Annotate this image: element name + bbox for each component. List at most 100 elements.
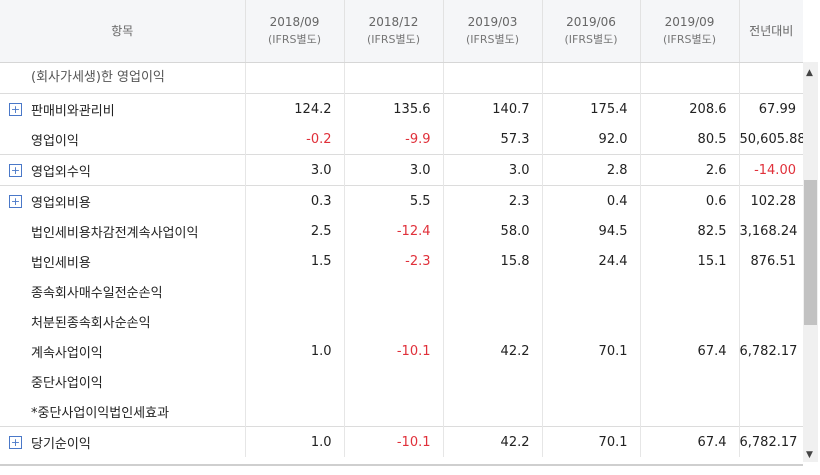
period-value-cell: 70.1 xyxy=(542,426,641,457)
row-label: 판매비와관리비 xyxy=(31,103,115,119)
period-value-cell xyxy=(245,306,345,336)
period-basis: (IFRS별도) xyxy=(564,33,618,46)
period-value-cell: 2.8 xyxy=(542,154,641,186)
table-row: 처분된종속회사순손익 xyxy=(0,306,803,336)
row-label: 영업이익 xyxy=(31,133,79,149)
period-value-cell xyxy=(640,366,740,396)
row-label: 처분된종속회사순손익 xyxy=(31,315,151,331)
partial-row-label: (회사가세생)한 영업이익 xyxy=(31,70,165,85)
row-label: 계속사업이익 xyxy=(31,345,103,361)
period-value-cell xyxy=(443,276,543,306)
period-basis: (IFRS별도) xyxy=(267,33,322,46)
period-value-cell: 42.2 xyxy=(443,426,543,457)
yoy-value-cell xyxy=(739,396,803,427)
period-value-cell xyxy=(542,306,641,336)
yoy-value-cell: 6,782.17 xyxy=(739,426,803,457)
table-row[interactable]: + 영업외비용 0.3 5.5 2.3 0.4 0.6 102.28 xyxy=(0,185,803,216)
table-row[interactable]: + 영업외수익 3.0 3.0 3.0 2.8 2.6 -14.00 xyxy=(0,154,803,186)
table-row: 법인세비용 1.5 -2.3 15.8 24.4 15.1 876.51 xyxy=(0,246,803,276)
period-value-cell xyxy=(344,306,444,336)
period-value-cell: 2.3 xyxy=(443,185,543,216)
table-header-row: 항목 2018/09 (IFRS별도) 2018/12 (IFRS별도) 2019/… xyxy=(0,0,803,63)
period-value-cell: 0.6 xyxy=(640,185,740,216)
scroll-up-icon[interactable]: ▲ xyxy=(806,68,813,78)
table-row[interactable]: + 당기순이익 1.0 -10.1 42.2 70.1 67.4 6,782.17 xyxy=(0,426,803,457)
header-period: 2019/09 (IFRS별도) xyxy=(640,0,740,63)
period-value-cell: -0.2 xyxy=(245,124,345,155)
yoy-value-cell: 102.28 xyxy=(739,185,803,216)
period-value-cell: 135.6 xyxy=(344,93,444,124)
header-yoy: 전년대비 xyxy=(739,0,803,63)
period-value-cell: 24.4 xyxy=(542,246,641,276)
row-label: 종속회사매수일전순손익 xyxy=(31,285,163,301)
period-value-cell: 67.4 xyxy=(640,336,740,366)
period-value-cell: 3.0 xyxy=(245,154,345,186)
period-value-cell: 42.2 xyxy=(443,336,543,366)
header-period: 2018/12 (IFRS별도) xyxy=(344,0,444,63)
period-value-cell: 58.0 xyxy=(443,216,543,246)
period-value-cell xyxy=(245,396,345,427)
expand-plus-icon[interactable]: + xyxy=(9,194,22,208)
row-label: 법인세비용 xyxy=(31,255,91,271)
period-value-cell: 3.0 xyxy=(443,154,543,186)
period-value-cell: 2.5 xyxy=(245,216,345,246)
period-value-cell: 3.0 xyxy=(344,154,444,186)
vertical-scrollbar[interactable]: ▲ ▼ xyxy=(803,62,818,462)
header-item: 항목 xyxy=(0,0,246,63)
expand-plus-icon[interactable]: + xyxy=(9,102,22,116)
period-value-cell: 140.7 xyxy=(443,93,543,124)
period-value-cell: 94.5 xyxy=(542,216,641,246)
table-row: 영업이익 -0.2 -9.9 57.3 92.0 80.5 50,605.88 xyxy=(0,124,806,155)
period-value-cell: 0.3 xyxy=(245,185,345,216)
table-row: *중단사업이익법인세효과 xyxy=(0,396,803,427)
period-basis: (IFRS별도) xyxy=(465,33,520,46)
period-value-cell: 2.6 xyxy=(640,154,740,186)
row-label: 영업외비용 xyxy=(31,195,91,211)
period-value-cell: -2.3 xyxy=(344,246,444,276)
period-value-cell: 80.5 xyxy=(640,124,740,155)
row-label: 영업외수익 xyxy=(31,164,91,180)
table-row: 중단사업이익 xyxy=(0,366,803,396)
row-label: 당기순이익 xyxy=(31,436,91,452)
period-value-cell: -10.1 xyxy=(344,336,444,366)
period-basis: (IFRS별도) xyxy=(662,33,717,46)
period-value-cell xyxy=(640,306,740,336)
period-date: 2019/06 xyxy=(566,15,616,29)
period-date: 2018/12 xyxy=(368,15,419,29)
period-date: 2018/09 xyxy=(269,15,320,29)
period-value-cell: 1.5 xyxy=(245,246,345,276)
expand-plus-icon[interactable]: + xyxy=(9,435,22,449)
period-value-cell xyxy=(542,366,641,396)
period-value-cell: -9.9 xyxy=(344,124,444,155)
period-value-cell xyxy=(245,366,345,396)
table-bottom-border xyxy=(0,464,803,466)
period-value-cell xyxy=(542,276,641,306)
yoy-value-cell: 6,782.17 xyxy=(739,343,798,359)
period-date: 2019/03 xyxy=(467,15,518,29)
period-value-cell: 70.1 xyxy=(542,336,641,366)
yoy-value-cell: 3,168.24 xyxy=(739,223,798,239)
scroll-down-icon[interactable]: ▼ xyxy=(806,450,813,460)
table-row[interactable]: + 판매비와관리비 124.2 135.6 140.7 175.4 208.6 67.99 xyxy=(0,93,803,124)
period-value-cell: 15.8 xyxy=(443,246,543,276)
expand-plus-icon[interactable]: + xyxy=(9,163,22,177)
period-value-cell: 175.4 xyxy=(542,93,641,124)
period-date: 2019/09 xyxy=(664,15,715,29)
period-value-cell xyxy=(640,276,740,306)
period-value-cell: 124.2 xyxy=(245,93,345,124)
scrollbar-thumb[interactable] xyxy=(804,180,817,325)
yoy-value-cell: 876.51 xyxy=(750,253,797,269)
table-row: 법인세비용차감전계속사업이익 2.5 -12.4 58.0 94.5 82.5 3,168.… xyxy=(0,216,803,246)
table-row: 계속사업이익 1.0 -10.1 42.2 70.1 67.4 6,782.17 xyxy=(0,336,803,366)
yoy-value-cell xyxy=(739,306,803,336)
period-basis: (IFRS별도) xyxy=(366,33,421,46)
period-value-cell: 92.0 xyxy=(542,124,641,155)
period-value-cell xyxy=(542,396,641,427)
period-value-cell: 1.0 xyxy=(245,336,345,366)
period-value-cell: -12.4 xyxy=(344,216,444,246)
row-label: 법인세비용차감전계속사업이익 xyxy=(31,225,199,241)
period-value-cell: 15.1 xyxy=(640,246,740,276)
period-value-cell: 67.4 xyxy=(640,426,740,457)
period-value-cell xyxy=(344,396,444,427)
